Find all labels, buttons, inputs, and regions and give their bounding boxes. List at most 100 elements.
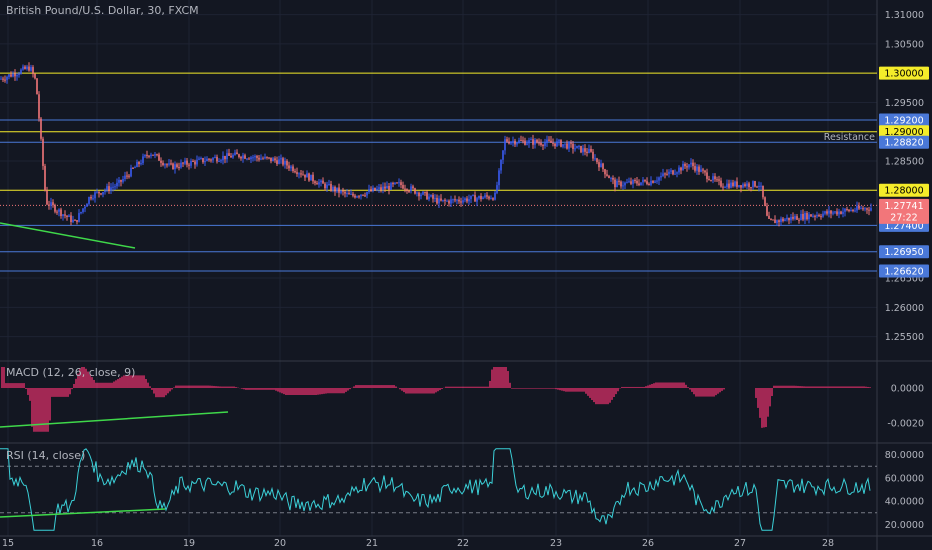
candle-body — [454, 199, 456, 201]
rsi-tick-label: 20.0000 — [885, 520, 924, 531]
candle-body — [392, 183, 394, 185]
candle-body — [744, 184, 746, 187]
candle-body — [320, 180, 322, 183]
candle-body — [870, 208, 872, 211]
candle-body — [726, 183, 728, 188]
candle-body — [752, 181, 754, 188]
candle-body — [478, 196, 480, 199]
candle-body — [582, 148, 584, 153]
candle-body — [44, 165, 46, 191]
rsi-tick-label: 60.0000 — [885, 473, 924, 484]
candle-body — [302, 174, 304, 176]
candle-body — [198, 158, 200, 160]
candle-body — [236, 152, 238, 155]
candle-body — [176, 164, 178, 168]
candle-body — [128, 175, 130, 177]
time-axis-label: 21 — [366, 538, 378, 549]
candle-body — [856, 205, 858, 211]
candle-body — [558, 140, 560, 142]
candle-body — [266, 156, 268, 158]
candle-body — [860, 208, 862, 210]
candle-body — [58, 209, 60, 212]
candle-body — [48, 204, 50, 206]
candle-body — [848, 209, 850, 212]
candle-body — [272, 158, 274, 162]
candle-body — [802, 213, 804, 220]
candle-body — [588, 148, 590, 153]
candle-body — [506, 139, 508, 142]
candle-body — [780, 218, 782, 223]
level-tag — [879, 113, 929, 127]
candle-body — [156, 154, 158, 156]
candle-body — [452, 199, 454, 201]
candle-body — [596, 158, 598, 163]
candle-body — [710, 180, 712, 182]
chart-title: British Pound/U.S. Dollar, 30, FXCM — [6, 4, 199, 17]
candle-body — [402, 185, 404, 189]
candle-body — [654, 181, 656, 183]
candle-body — [86, 203, 88, 207]
price-tick-label: 1.26000 — [885, 303, 924, 314]
candle-body — [512, 140, 514, 142]
rsi-tick-label: 80.0000 — [885, 450, 924, 461]
candle-body — [712, 176, 714, 181]
candle-body — [18, 73, 20, 76]
candle-body — [130, 167, 132, 177]
time-axis-label: 22 — [457, 538, 469, 549]
candle-body — [708, 178, 710, 181]
candle-body — [344, 191, 346, 194]
level-tag — [879, 125, 929, 139]
candle-body — [414, 188, 416, 194]
level-tag-label: 1.28820 — [884, 138, 923, 149]
candle-body — [26, 66, 28, 69]
candle-body — [390, 183, 392, 190]
candle-body — [850, 210, 852, 212]
candle-body — [88, 196, 90, 204]
candle-body — [52, 202, 54, 206]
candle-body — [750, 187, 752, 189]
candle-body — [688, 164, 690, 168]
candle-body — [300, 173, 302, 175]
candle-body — [690, 162, 692, 165]
candle-body — [100, 193, 102, 195]
candle-body — [28, 66, 30, 71]
candle-body — [208, 158, 210, 160]
level-tag-label: 1.30000 — [884, 69, 923, 80]
candle-body — [574, 148, 576, 150]
candle-body — [296, 172, 298, 174]
candle-body — [64, 214, 66, 216]
candle-body — [784, 219, 786, 222]
candle-body — [78, 213, 80, 222]
candle-body — [442, 199, 444, 201]
candle-body — [448, 200, 450, 204]
candle-body — [286, 160, 288, 166]
candle-body — [720, 180, 722, 187]
candle-body — [490, 198, 492, 200]
candle-body — [764, 197, 766, 206]
candle-body — [182, 162, 184, 164]
candle-body — [358, 196, 360, 198]
candle-body — [116, 182, 118, 187]
candle-body — [472, 195, 474, 197]
candle-body — [146, 154, 148, 156]
resistance-label: Resistance — [824, 132, 875, 143]
candle-body — [620, 181, 622, 187]
candle-body — [178, 167, 180, 169]
candle-body — [374, 187, 376, 191]
candle-body — [32, 67, 34, 74]
candle-body — [842, 211, 844, 214]
candle-body — [492, 198, 494, 200]
candle-body — [170, 163, 172, 165]
candle-body — [404, 188, 406, 190]
candle-body — [444, 199, 446, 201]
candle-body — [772, 219, 774, 221]
candle-body — [778, 220, 780, 223]
candle-body — [526, 143, 528, 145]
candle-body — [702, 169, 704, 171]
candle-body — [732, 182, 734, 187]
candle-body — [758, 185, 760, 187]
candle-body — [0, 78, 2, 80]
time-axis-label: 26 — [642, 538, 654, 549]
candle-body — [684, 163, 686, 167]
